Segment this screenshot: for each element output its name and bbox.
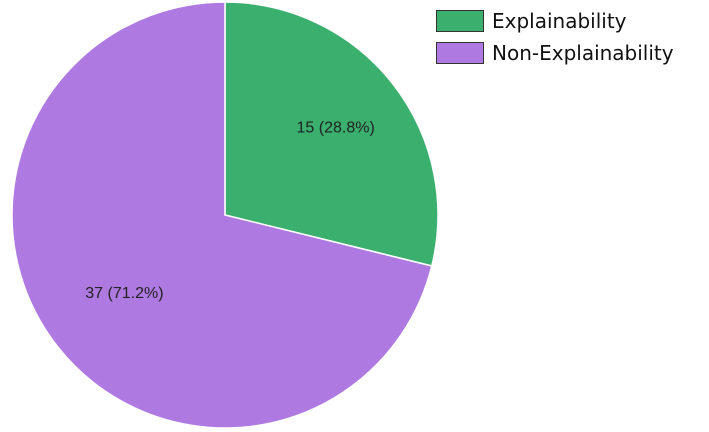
- pie-slice-non-explainability: [11, 1, 433, 429]
- legend-label-explainability: Explainability: [492, 9, 627, 33]
- legend-swatch-non-explainability: [436, 42, 484, 64]
- legend-item-non-explainability: Non-Explainability: [436, 38, 674, 68]
- legend-label-non-explainability: Non-Explainability: [492, 41, 674, 65]
- slice-label-explainability: 15 (28.8%): [297, 120, 375, 137]
- slice-label-non-explainability: 37 (71.2%): [85, 285, 163, 302]
- pie-slice-explainability: [224, 1, 439, 267]
- legend-swatch-explainability: [436, 10, 484, 32]
- legend-item-explainability: Explainability: [436, 6, 674, 36]
- legend: Explainability Non-Explainability: [436, 6, 674, 70]
- pie-slices: [11, 1, 439, 429]
- pie-slice-labels: 15 (28.8%) 37 (71.2%): [85, 120, 375, 303]
